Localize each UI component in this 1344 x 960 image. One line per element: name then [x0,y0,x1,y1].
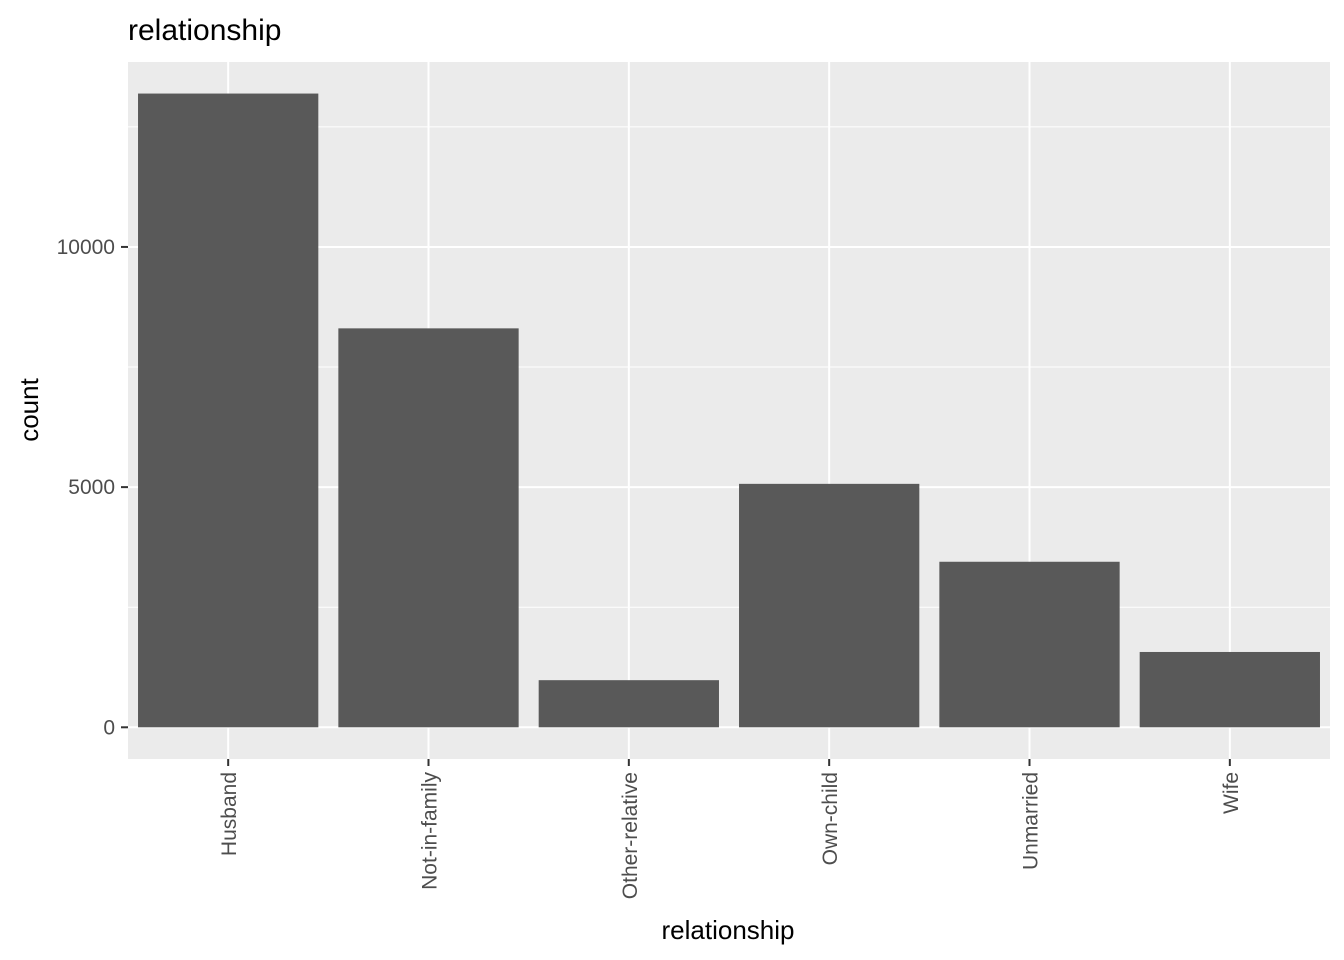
x-tick-label-own-child: Own-child [819,772,842,865]
x-tick-label-unmarried: Unmarried [1020,772,1043,870]
y-tick-label: 5000 [68,476,115,499]
chart-title: relationship [128,14,281,47]
bar-not-in-family [338,328,519,728]
y-axis-title: count [14,377,44,441]
y-tick-label: 0 [103,716,115,739]
bar-wife [1139,651,1320,728]
bar-other-relative [538,680,719,728]
x-tick-label-husband: Husband [218,772,241,856]
x-axis-title: relationship [662,915,795,945]
axis-ticks [121,245,1231,766]
bars [138,93,1320,728]
bar-unmarried [939,561,1120,728]
y-tick-label: 10000 [57,236,115,259]
x-tick-label-other-relative: Other-relative [619,772,642,899]
x-tick-labels: Husband Not-in-family Other-relative Own-ch… [218,772,1243,900]
y-tick-labels: 0 5000 10000 [57,236,115,739]
bar-own-child [739,483,920,728]
x-tick-label-wife: Wife [1220,772,1243,814]
plot-panel [128,62,1330,759]
bar-husband [138,93,319,728]
x-tick-label-not-in-family: Not-in-family [419,772,442,890]
